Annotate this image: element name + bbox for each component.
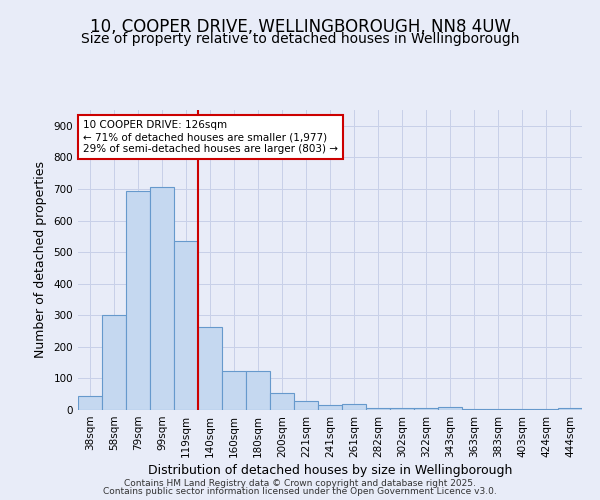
Bar [558, 408, 582, 410]
Bar [270, 392, 294, 410]
X-axis label: Distribution of detached houses by size in Wellingborough: Distribution of detached houses by size … [148, 464, 512, 477]
Bar [102, 316, 126, 410]
Bar [150, 188, 174, 410]
Bar [486, 409, 510, 410]
Bar [342, 404, 366, 410]
Bar [318, 406, 342, 410]
Bar [222, 372, 246, 410]
Bar [126, 191, 150, 410]
Text: Contains HM Land Registry data © Crown copyright and database right 2025.: Contains HM Land Registry data © Crown c… [124, 478, 476, 488]
Bar [294, 401, 318, 410]
Text: 10, COOPER DRIVE, WELLINGBOROUGH, NN8 4UW: 10, COOPER DRIVE, WELLINGBOROUGH, NN8 4U… [89, 18, 511, 36]
Bar [366, 408, 390, 410]
Text: Contains public sector information licensed under the Open Government Licence v3: Contains public sector information licen… [103, 487, 497, 496]
Bar [198, 327, 222, 410]
Bar [510, 409, 534, 410]
Bar [78, 396, 102, 410]
Bar [534, 409, 558, 410]
Bar [414, 408, 438, 410]
Bar [246, 372, 270, 410]
Text: Size of property relative to detached houses in Wellingborough: Size of property relative to detached ho… [81, 32, 519, 46]
Text: 10 COOPER DRIVE: 126sqm
← 71% of detached houses are smaller (1,977)
29% of semi: 10 COOPER DRIVE: 126sqm ← 71% of detache… [83, 120, 338, 154]
Bar [438, 408, 462, 410]
Y-axis label: Number of detached properties: Number of detached properties [34, 162, 47, 358]
Bar [390, 408, 414, 410]
Bar [174, 241, 198, 410]
Bar [462, 409, 486, 410]
